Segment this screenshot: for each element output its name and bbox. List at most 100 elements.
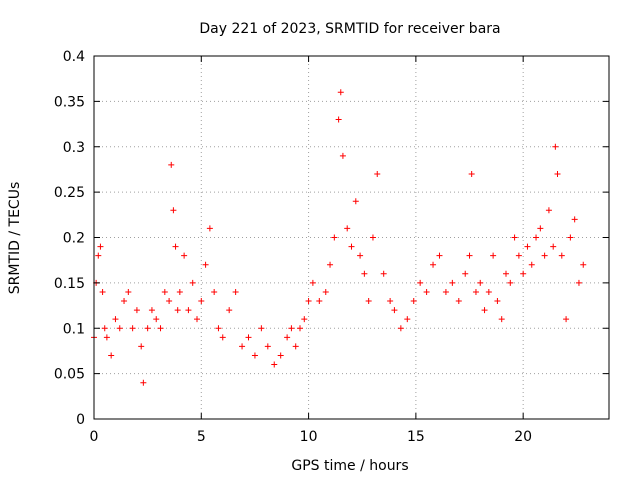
chart-title: Day 221 of 2023, SRMTID for receiver bar… xyxy=(199,21,500,37)
data-point xyxy=(277,352,284,359)
data-point xyxy=(316,298,323,305)
data-point xyxy=(490,252,497,259)
data-point xyxy=(264,343,271,350)
data-point xyxy=(563,316,570,323)
y-tick-label: 0 xyxy=(76,412,85,428)
data-point xyxy=(468,170,475,177)
data-point xyxy=(206,225,213,232)
data-point xyxy=(528,261,535,268)
data-point xyxy=(101,325,108,332)
data-point xyxy=(172,243,179,250)
data-point xyxy=(361,270,368,277)
data-point xyxy=(148,307,155,314)
data-point xyxy=(161,288,168,295)
data-point xyxy=(327,261,334,268)
data-point xyxy=(215,325,222,332)
data-point xyxy=(301,316,308,323)
data-point xyxy=(485,288,492,295)
data-point xyxy=(219,334,226,341)
y-tick-label: 0.4 xyxy=(63,49,85,65)
x-axis-label: GPS time / hours xyxy=(291,458,408,474)
data-point xyxy=(140,379,147,386)
data-point xyxy=(129,325,136,332)
data-point xyxy=(520,270,527,277)
data-point xyxy=(580,261,587,268)
data-point xyxy=(507,279,514,286)
data-point xyxy=(331,234,338,241)
data-point xyxy=(322,288,329,295)
data-point xyxy=(357,252,364,259)
data-point xyxy=(462,270,469,277)
data-point xyxy=(537,225,544,232)
data-point xyxy=(258,325,265,332)
data-point xyxy=(545,207,552,214)
x-tick-label: 0 xyxy=(90,429,99,445)
data-point xyxy=(189,279,196,286)
data-point xyxy=(288,325,295,332)
x-tick-label: 15 xyxy=(407,429,425,445)
data-point xyxy=(352,198,359,205)
y-tick-label: 0.3 xyxy=(63,140,85,156)
data-point xyxy=(380,270,387,277)
data-point xyxy=(567,234,574,241)
data-point xyxy=(397,325,404,332)
data-point xyxy=(344,225,351,232)
data-point xyxy=(144,325,151,332)
data-point xyxy=(297,325,303,332)
data-point xyxy=(466,252,473,259)
data-point xyxy=(97,243,104,250)
data-point xyxy=(472,288,479,295)
data-point xyxy=(245,334,252,341)
data-point xyxy=(369,234,376,241)
y-axis-label: SRMTID / TECUs xyxy=(7,182,23,295)
data-point xyxy=(348,243,355,250)
data-point xyxy=(494,298,501,305)
data-point xyxy=(481,307,488,314)
data-point xyxy=(284,334,291,341)
data-point xyxy=(176,288,183,295)
data-point xyxy=(239,343,246,350)
data-point xyxy=(477,279,484,286)
y-tick-label: 0.05 xyxy=(54,367,85,383)
data-point xyxy=(232,288,239,295)
data-point xyxy=(511,234,518,241)
data-point xyxy=(374,170,381,177)
data-point xyxy=(251,352,258,359)
y-tick-label: 0.2 xyxy=(63,231,85,247)
data-point xyxy=(198,298,205,305)
data-point xyxy=(404,316,411,323)
data-point xyxy=(174,307,181,314)
y-tick-label: 0.15 xyxy=(54,276,85,292)
data-point xyxy=(339,152,346,159)
data-point xyxy=(436,252,443,259)
data-point xyxy=(202,261,209,268)
data-point xyxy=(95,252,102,259)
x-tick-label: 20 xyxy=(514,429,532,445)
data-point xyxy=(533,234,540,241)
data-point xyxy=(153,316,160,323)
data-point xyxy=(99,288,106,295)
data-point xyxy=(423,288,430,295)
data-point xyxy=(292,343,299,350)
data-points xyxy=(91,89,587,386)
data-point xyxy=(515,252,522,259)
data-point xyxy=(138,343,145,350)
data-point xyxy=(185,307,192,314)
y-tick-label: 0.25 xyxy=(54,185,85,201)
data-point xyxy=(503,270,509,277)
data-point xyxy=(168,161,175,168)
data-point xyxy=(211,288,218,295)
data-point xyxy=(133,307,140,314)
data-point xyxy=(181,252,188,259)
data-point xyxy=(166,298,173,305)
data-point xyxy=(194,316,200,323)
data-point xyxy=(430,261,437,268)
data-point xyxy=(121,298,128,305)
data-point xyxy=(442,288,449,295)
data-point xyxy=(335,116,342,123)
data-point xyxy=(455,298,462,305)
axis-ticks: 0 0.05 0.1 0.15 0.2 0.25 0.3 0.35 0.4 0 5 10 15 20 xyxy=(54,49,609,445)
data-point xyxy=(125,288,132,295)
